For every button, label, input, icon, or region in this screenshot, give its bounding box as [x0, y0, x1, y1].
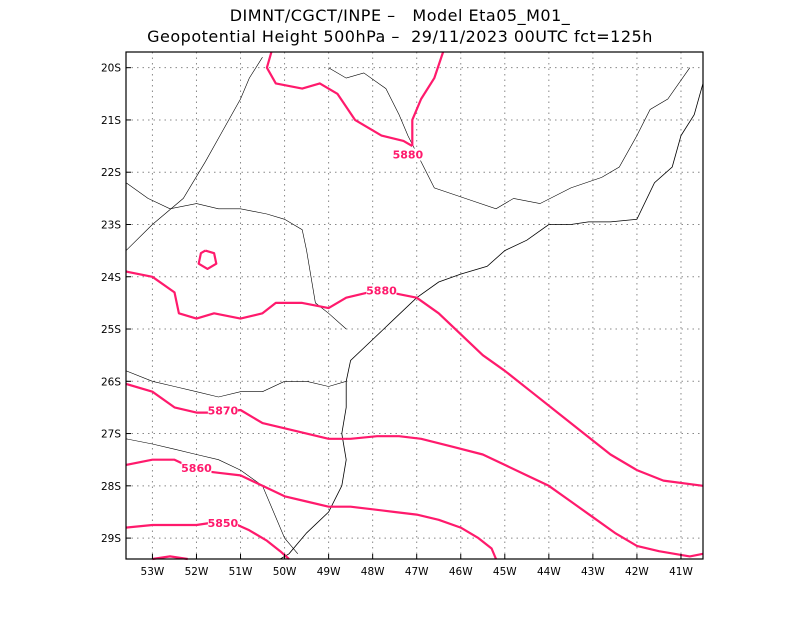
lon-tick-label: 47W [405, 566, 429, 578]
lon-tick-label: 49W [317, 566, 341, 578]
lat-tick-label: 25S [101, 324, 121, 336]
contour-label: 5880 [366, 284, 397, 297]
lat-tick-label: 28S [101, 481, 121, 493]
border-line [125, 370, 347, 398]
lon-tick-label: 52W [185, 566, 209, 578]
coastline [279, 83, 704, 560]
border-line [328, 67, 691, 210]
contour-label: 5860 [181, 462, 212, 475]
graticule [126, 52, 703, 559]
contour-label-bg [366, 284, 397, 297]
contour-label-bg [207, 404, 238, 417]
lon-tick-label: 50W [273, 566, 297, 578]
lon-tick-label: 48W [361, 566, 385, 578]
contour-5880 [265, 51, 413, 148]
border-line [125, 57, 263, 251]
lon-tick-label: 42W [625, 566, 649, 578]
contour-5850 [152, 555, 188, 561]
geopotential-contours [125, 51, 704, 561]
lon-tick-label: 44W [537, 566, 561, 578]
border-line [125, 438, 299, 554]
contour-label: 5880 [393, 149, 424, 162]
lon-tick-label: 46W [449, 566, 473, 578]
border-line [125, 182, 347, 330]
map-title-line2: Geopotential Height 500hPa – 29/11/2023 … [147, 27, 653, 46]
longitude-axis: 53W 52W 51W 50W 49W 48W 47W 46W 45W 44W 43W 42W 41W [141, 554, 693, 578]
contour-label-bg [181, 462, 212, 475]
contour-5880 [125, 270, 704, 487]
lat-tick-label: 29S [101, 533, 121, 545]
lon-tick-label: 41W [669, 566, 693, 578]
map-frame [125, 51, 704, 560]
lat-tick-label: 22S [101, 167, 121, 179]
lat-tick-label: 24S [101, 272, 121, 284]
latitude-axis: 20S 21S 22S 23S 24S 25S 26S 27S 28S 29S [101, 63, 131, 545]
lat-tick-label: 27S [101, 429, 121, 441]
contour-label-bg [207, 517, 238, 530]
lat-tick-label: 20S [101, 63, 121, 75]
lat-tick-label: 21S [101, 115, 121, 127]
map-title-line1: DIMNT/CGCT/INPE – Model Eta05_M01_ [229, 6, 571, 25]
contour-label-bg [392, 148, 423, 161]
lon-tick-label: 43W [581, 566, 605, 578]
contour-labels: 5880 5880 5870 5860 5850 [181, 148, 424, 530]
lon-tick-label: 45W [493, 566, 517, 578]
contour-label: 5850 [208, 517, 239, 530]
contour-5880 [411, 51, 445, 147]
lon-tick-label: 51W [229, 566, 253, 578]
contour-5880 [197, 249, 218, 270]
lon-tick-label: 53W [141, 566, 165, 578]
lat-tick-label: 26S [101, 376, 121, 388]
contour-label: 5870 [208, 405, 239, 418]
lat-tick-label: 23S [101, 219, 121, 231]
state-borders [125, 57, 691, 554]
